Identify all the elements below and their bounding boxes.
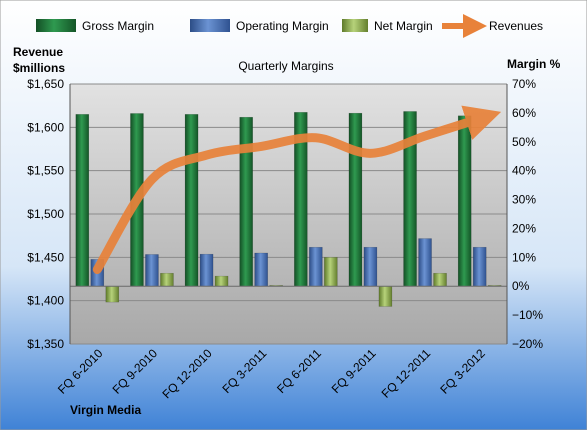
left-axis-label-line1: Revenue [13,45,63,59]
left-tick-label: $1,350 [27,337,64,351]
right-tick-label: 70% [512,77,536,91]
legend-item-operating-margin: Operating Margin [190,19,329,33]
right-tick-label: 50% [512,135,536,149]
legend-label-gross-margin: Gross Margin [82,19,154,33]
legend-item-gross-margin: Gross Margin [36,19,154,33]
legend: Gross Margin Operating Margin Net Margin… [36,14,543,38]
right-tick-label: −10% [512,308,543,322]
bar-net-margin [378,285,393,307]
bar-gross-margin [348,112,363,287]
bar-operating-margin [309,246,323,287]
revenue-line [92,105,502,274]
legend-label-operating-margin: Operating Margin [236,19,329,33]
left-axis-label-line2: $millions [13,61,65,75]
bar-net-margin [160,272,174,287]
left-tick-label: $1,600 [27,120,64,134]
right-axis-ticks: −20% −10% 0% 10% 20% 30% 40% 50% 60% 70% [512,77,543,351]
left-tick-label: $1,500 [27,207,64,221]
legend-label-net-margin: Net Margin [374,19,433,33]
bar-net-margin [105,285,120,303]
bar-net-margin [433,272,447,287]
bar-operating-margin [472,246,487,287]
bar-gross-margin [184,114,199,287]
bar-operating-margin [254,252,268,287]
legend-label-revenues: Revenues [489,19,543,33]
bar-net-margin [214,275,229,287]
legend-swatch-operating-margin [190,19,230,32]
left-tick-label: $1,400 [27,294,64,308]
legend-swatch-net-margin [342,19,368,32]
left-axis-ticks: $1,350 $1,400 $1,450 $1,500 $1,550 $1,600 $1,6… [27,77,64,351]
bar-operating-margin [199,253,214,287]
legend-swatch-gross-margin [36,19,76,32]
revenue-line-group [92,105,502,274]
right-tick-label: 40% [512,164,536,178]
right-tick-label: 10% [512,250,536,264]
left-tick-label: $1,650 [27,77,64,91]
bar-operating-margin [418,238,432,287]
left-tick-label: $1,550 [27,164,64,178]
bar-gross-margin [457,115,472,287]
right-tick-label: 60% [512,106,536,120]
footer-label: Virgin Media [70,403,141,417]
right-axis-label: Margin % [507,57,561,71]
legend-item-net-margin: Net Margin [342,19,433,33]
chart-title: Quarterly Margins [238,59,333,73]
right-tick-label: 0% [512,279,530,293]
bar-gross-margin [75,114,90,287]
legend-item-revenues: Revenues [442,14,543,38]
right-tick-label: 30% [512,193,536,207]
right-tick-label: −20% [512,337,543,351]
right-tick-label: 20% [512,221,536,235]
bar-operating-margin [363,246,378,287]
bar-operating-margin [145,254,159,287]
bar-gross-margin [239,116,253,287]
bar-net-margin [324,257,338,287]
left-tick-label: $1,450 [27,250,64,264]
